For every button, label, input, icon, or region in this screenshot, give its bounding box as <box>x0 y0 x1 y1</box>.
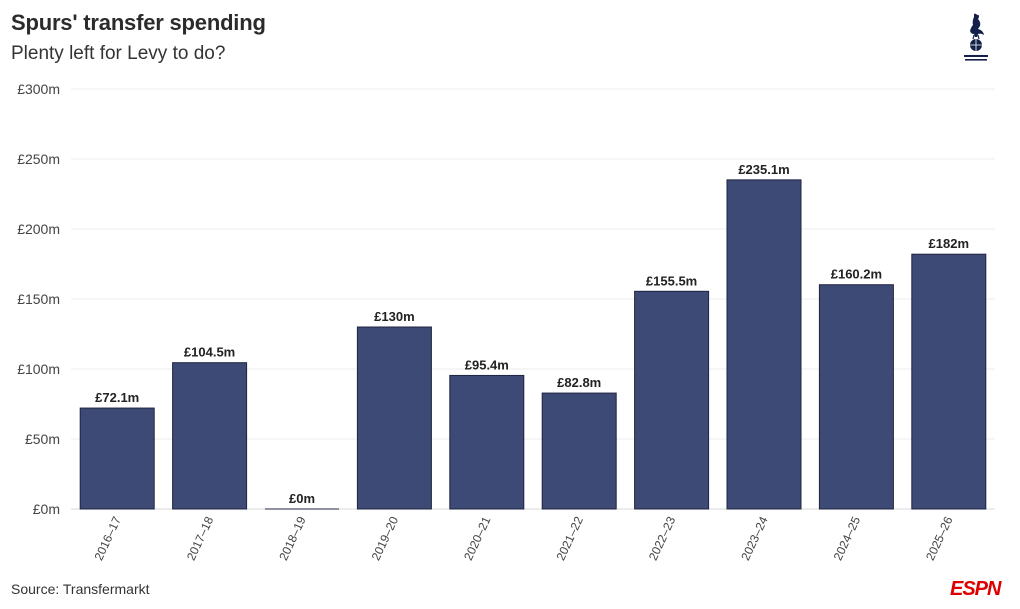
source-note: Source: Transfermarkt <box>11 581 150 597</box>
bar <box>79 407 155 510</box>
bar <box>449 374 525 510</box>
bar <box>541 392 617 510</box>
data-label: £104.5m <box>184 345 235 360</box>
data-label: £82.8m <box>557 375 601 390</box>
x-tick-label: 2023–24 <box>738 514 771 563</box>
y-tick-label: £250m <box>17 151 60 167</box>
x-tick-label: 2016–17 <box>91 514 124 563</box>
chart-title: Spurs' transfer spending <box>11 10 266 35</box>
data-label: £155.5m <box>646 273 697 288</box>
data-label: £160.2m <box>831 267 882 282</box>
bar <box>172 362 248 510</box>
x-tick-label: 2020–21 <box>461 514 494 563</box>
data-label: £235.1m <box>738 162 789 177</box>
bar <box>356 326 432 510</box>
espn-logo: ESPN <box>950 578 1001 600</box>
bar <box>634 290 710 510</box>
x-tick-label: 2017–18 <box>184 514 217 563</box>
x-tick-label: 2022–23 <box>646 514 679 563</box>
data-label: £95.4m <box>465 357 509 372</box>
bar <box>726 179 802 510</box>
data-label: £130m <box>374 309 414 324</box>
y-tick-label: £200m <box>17 221 60 237</box>
data-label: £0m <box>289 491 315 506</box>
y-tick-label: £100m <box>17 361 60 377</box>
bar <box>911 253 987 510</box>
tottenham-crest-icon <box>964 13 988 61</box>
y-tick-label: £50m <box>25 431 60 447</box>
data-label: £72.1m <box>95 390 139 405</box>
y-tick-label: £150m <box>17 291 60 307</box>
x-tick-label: 2025–26 <box>923 514 956 563</box>
data-label: £182m <box>929 236 969 251</box>
x-tick-label: 2024–25 <box>831 514 864 563</box>
x-tick-label: 2019–20 <box>369 514 402 563</box>
y-tick-label: £0m <box>33 501 60 517</box>
bar <box>818 284 894 510</box>
x-tick-label: 2018–19 <box>276 514 309 563</box>
x-tick-label: 2021–22 <box>553 514 586 563</box>
y-tick-label: £300m <box>17 81 60 97</box>
chart-subtitle: Plenty left for Levy to do? <box>11 43 226 64</box>
